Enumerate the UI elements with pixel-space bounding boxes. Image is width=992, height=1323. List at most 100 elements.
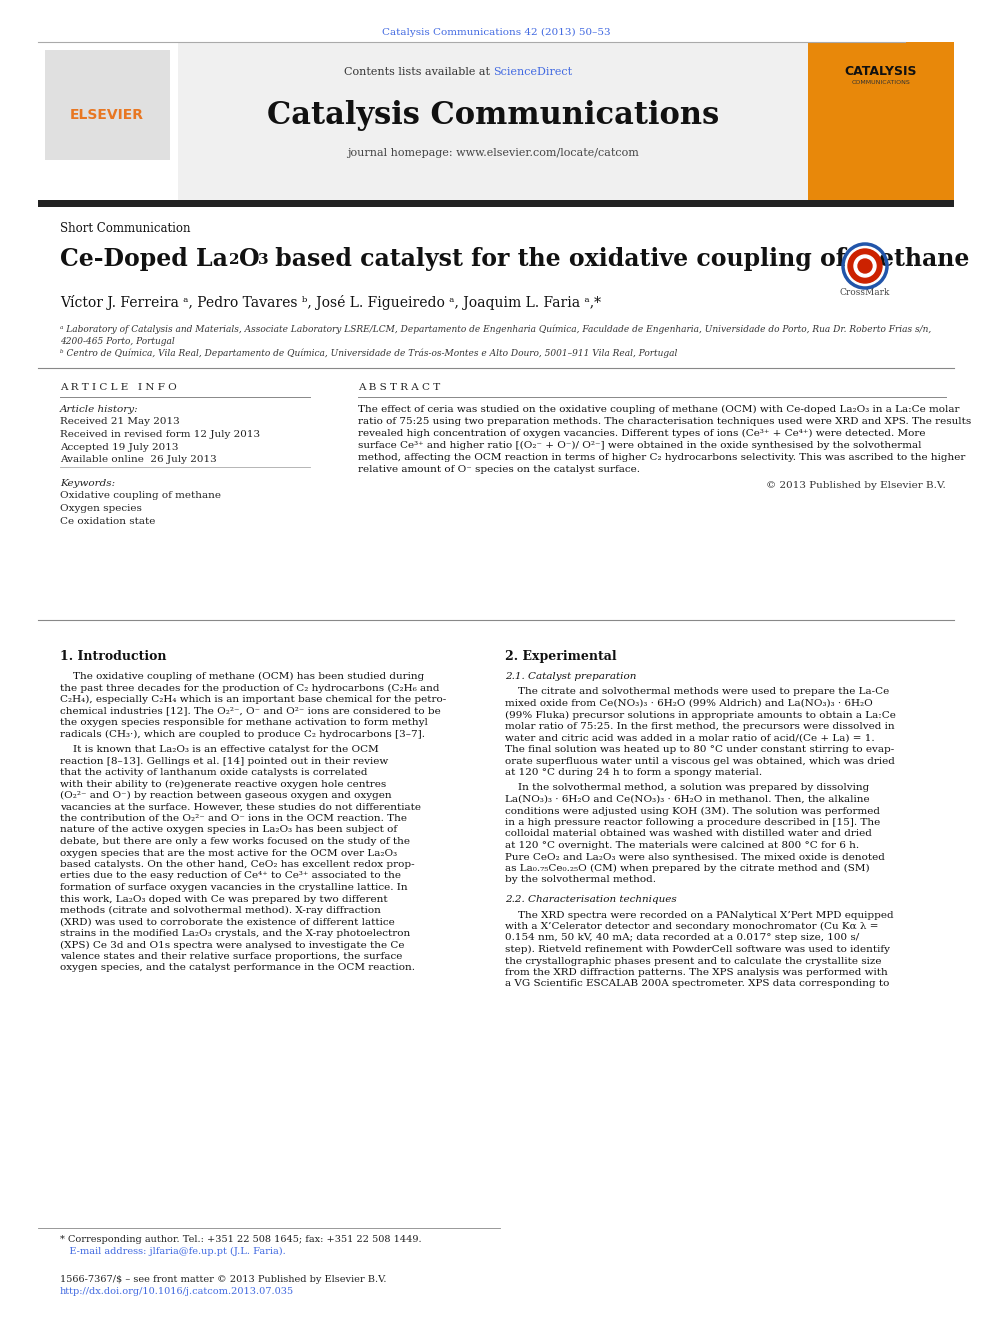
Circle shape: [848, 249, 882, 283]
Text: Víctor J. Ferreira ᵃ, Pedro Tavares ᵇ, José L. Figueiredo ᵃ, Joaquim L. Faria ᵃ,: Víctor J. Ferreira ᵃ, Pedro Tavares ᵇ, J…: [60, 295, 601, 310]
Text: relative amount of O⁻ species on the catalyst surface.: relative amount of O⁻ species on the cat…: [358, 464, 640, 474]
Text: based catalysts. On the other hand, CeO₂ has excellent redox prop-: based catalysts. On the other hand, CeO₂…: [60, 860, 415, 869]
Text: COMMUNICATIONS: COMMUNICATIONS: [851, 79, 911, 85]
Text: The citrate and solvothermal methods were used to prepare the La-Ce: The citrate and solvothermal methods wer…: [505, 688, 889, 696]
Text: journal homepage: www.elsevier.com/locate/catcom: journal homepage: www.elsevier.com/locat…: [347, 148, 639, 157]
Text: ᵇ Centro de Química, Vila Real, Departamento de Química, Universidade de Trás-os: ᵇ Centro de Química, Vila Real, Departam…: [60, 349, 678, 359]
Text: the crystallographic phases present and to calculate the crystallite size: the crystallographic phases present and …: [505, 957, 882, 966]
Text: A R T I C L E   I N F O: A R T I C L E I N F O: [60, 382, 177, 392]
Text: molar ratio of 75:25. In the first method, the precursors were dissolved in: molar ratio of 75:25. In the first metho…: [505, 722, 895, 732]
Text: In the solvothermal method, a solution was prepared by dissolving: In the solvothermal method, a solution w…: [505, 783, 869, 792]
Text: Ce-Doped La: Ce-Doped La: [60, 247, 228, 271]
Text: Accepted 19 July 2013: Accepted 19 July 2013: [60, 442, 179, 451]
Text: with a X’Celerator detector and secondary monochromator (Cu Kα λ =: with a X’Celerator detector and secondar…: [505, 922, 879, 931]
Text: step). Rietveld refinement with PowderCell software was used to identify: step). Rietveld refinement with PowderCe…: [505, 945, 890, 954]
Text: conditions were adjusted using KOH (3M). The solution was performed: conditions were adjusted using KOH (3M).…: [505, 807, 880, 815]
Text: this work, La₂O₃ doped with Ce was prepared by two different: this work, La₂O₃ doped with Ce was prepa…: [60, 894, 388, 904]
Text: 0.154 nm, 50 kV, 40 mA; data recorded at a 0.017° step size, 100 s/: 0.154 nm, 50 kV, 40 mA; data recorded at…: [505, 934, 859, 942]
Text: Pure CeO₂ and La₂O₃ were also synthesised. The mixed oxide is denoted: Pure CeO₂ and La₂O₃ were also synthesise…: [505, 852, 885, 861]
Text: http://dx.doi.org/10.1016/j.catcom.2013.07.035: http://dx.doi.org/10.1016/j.catcom.2013.…: [60, 1287, 294, 1297]
Text: The effect of ceria was studied on the oxidative coupling of methane (OCM) with : The effect of ceria was studied on the o…: [358, 405, 959, 414]
Text: reaction [8–13]. Gellings et al. [14] pointed out in their review: reaction [8–13]. Gellings et al. [14] po…: [60, 757, 388, 766]
Text: orate superfluous water until a viscous gel was obtained, which was dried: orate superfluous water until a viscous …: [505, 757, 895, 766]
Text: oxygen species, and the catalyst performance in the OCM reaction.: oxygen species, and the catalyst perform…: [60, 963, 415, 972]
Text: water and citric acid was added in a molar ratio of acid/(Ce + La) = 1.: water and citric acid was added in a mol…: [505, 733, 875, 742]
Text: La(NO₃)₃ · 6H₂O and Ce(NO₃)₃ · 6H₂O in methanol. Then, the alkaline: La(NO₃)₃ · 6H₂O and Ce(NO₃)₃ · 6H₂O in m…: [505, 795, 870, 804]
Text: Received in revised form 12 July 2013: Received in revised form 12 July 2013: [60, 430, 260, 439]
Text: It is known that La₂O₃ is an effective catalyst for the OCM: It is known that La₂O₃ is an effective c…: [60, 745, 379, 754]
Text: at 120 °C overnight. The materials were calcined at 800 °C for 6 h.: at 120 °C overnight. The materials were …: [505, 841, 859, 849]
Text: (O₂²⁻ and O⁻) by reaction between gaseous oxygen and oxygen: (O₂²⁻ and O⁻) by reaction between gaseou…: [60, 791, 392, 800]
Text: Catalysis Communications: Catalysis Communications: [267, 101, 719, 131]
Bar: [808, 42, 954, 200]
Bar: [38, 42, 178, 200]
Text: oxygen species that are the most active for the OCM over La₂O₃: oxygen species that are the most active …: [60, 848, 397, 857]
Text: Keywords:: Keywords:: [60, 479, 115, 488]
Text: 2. Experimental: 2. Experimental: [505, 650, 617, 663]
Text: the past three decades for the production of C₂ hydrocarbons (C₂H₆ and: the past three decades for the productio…: [60, 684, 439, 693]
Text: revealed high concentration of oxygen vacancies. Different types of ions (Ce³⁺ +: revealed high concentration of oxygen va…: [358, 429, 926, 438]
Text: (99% Fluka) precursor solutions in appropriate amounts to obtain a La:Ce: (99% Fluka) precursor solutions in appro…: [505, 710, 896, 720]
Text: E-mail address: jlfaria@fe.up.pt (J.L. Faria).: E-mail address: jlfaria@fe.up.pt (J.L. F…: [60, 1248, 286, 1256]
Bar: [178, 42, 808, 200]
Text: 2.1. Catalyst preparation: 2.1. Catalyst preparation: [505, 672, 637, 681]
Text: Contents lists available at: Contents lists available at: [343, 67, 493, 77]
Text: from the XRD diffraction patterns. The XPS analysis was performed with: from the XRD diffraction patterns. The X…: [505, 968, 888, 976]
Text: * Corresponding author. Tel.: +351 22 508 1645; fax: +351 22 508 1449.: * Corresponding author. Tel.: +351 22 50…: [60, 1234, 422, 1244]
Text: 3: 3: [258, 253, 269, 267]
Text: ELSEVIER: ELSEVIER: [70, 108, 144, 122]
Text: The XRD spectra were recorded on a PANalytical X’Pert MPD equipped: The XRD spectra were recorded on a PANal…: [505, 910, 894, 919]
Text: erties due to the easy reduction of Ce⁴⁺ to Ce³⁺ associated to the: erties due to the easy reduction of Ce⁴⁺…: [60, 872, 401, 881]
Text: © 2013 Published by Elsevier B.V.: © 2013 Published by Elsevier B.V.: [766, 482, 946, 490]
Text: A B S T R A C T: A B S T R A C T: [358, 382, 440, 392]
Text: nature of the active oxygen species in La₂O₃ has been subject of: nature of the active oxygen species in L…: [60, 826, 397, 835]
Text: based catalyst for the oxidative coupling of methane: based catalyst for the oxidative couplin…: [267, 247, 969, 271]
Text: 1. Introduction: 1. Introduction: [60, 650, 167, 663]
Text: at 120 °C during 24 h to form a spongy material.: at 120 °C during 24 h to form a spongy m…: [505, 767, 762, 777]
Text: (XPS) Ce 3d and O1s spectra were analysed to investigate the Ce: (XPS) Ce 3d and O1s spectra were analyse…: [60, 941, 405, 950]
Text: by the solvothermal method.: by the solvothermal method.: [505, 876, 656, 885]
Text: CATALYSIS: CATALYSIS: [845, 65, 918, 78]
Text: methods (citrate and solvothermal method). X-ray diffraction: methods (citrate and solvothermal method…: [60, 906, 381, 916]
Text: 2.2. Characterisation techniques: 2.2. Characterisation techniques: [505, 894, 677, 904]
Text: the contribution of the O₂²⁻ and O⁻ ions in the OCM reaction. The: the contribution of the O₂²⁻ and O⁻ ions…: [60, 814, 407, 823]
Text: with their ability to (re)generate reactive oxygen hole centres: with their ability to (re)generate react…: [60, 779, 386, 789]
Circle shape: [858, 259, 872, 273]
Text: Short Communication: Short Communication: [60, 222, 190, 235]
Circle shape: [854, 255, 876, 277]
Text: O: O: [239, 247, 260, 271]
Text: vacancies at the surface. However, these studies do not differentiate: vacancies at the surface. However, these…: [60, 803, 421, 811]
Text: debate, but there are only a few works focused on the study of the: debate, but there are only a few works f…: [60, 837, 410, 845]
Text: Available online  26 July 2013: Available online 26 July 2013: [60, 455, 216, 464]
Text: the oxygen species responsible for methane activation to form methyl: the oxygen species responsible for metha…: [60, 718, 428, 728]
Text: radicals (CH₃·), which are coupled to produce C₂ hydrocarbons [3–7].: radicals (CH₃·), which are coupled to pr…: [60, 729, 425, 738]
Text: valence states and their relative surface proportions, the surface: valence states and their relative surfac…: [60, 953, 403, 960]
Text: Ce oxidation state: Ce oxidation state: [60, 516, 156, 525]
Text: 1566-7367/$ – see front matter © 2013 Published by Elsevier B.V.: 1566-7367/$ – see front matter © 2013 Pu…: [60, 1275, 387, 1285]
Text: ScienceDirect: ScienceDirect: [493, 67, 572, 77]
Text: chemical industries [12]. The O₂²⁻, O⁻ and O²⁻ ions are considered to be: chemical industries [12]. The O₂²⁻, O⁻ a…: [60, 706, 440, 716]
Text: 4200-465 Porto, Portugal: 4200-465 Porto, Portugal: [60, 337, 175, 347]
Text: ratio of 75:25 using two preparation methods. The characterisation techniques us: ratio of 75:25 using two preparation met…: [358, 417, 971, 426]
Text: Catalysis Communications 42 (2013) 50–53: Catalysis Communications 42 (2013) 50–53: [382, 28, 610, 37]
Text: C₂H₄), especially C₂H₄ which is an important base chemical for the petro-: C₂H₄), especially C₂H₄ which is an impor…: [60, 695, 446, 704]
Text: formation of surface oxygen vacancies in the crystalline lattice. In: formation of surface oxygen vacancies in…: [60, 882, 408, 892]
Text: surface Ce³⁺ and higher ratio [(O₂⁻ + O⁻)/ O²⁻] were obtained in the oxide synth: surface Ce³⁺ and higher ratio [(O₂⁻ + O⁻…: [358, 441, 922, 450]
Text: Received 21 May 2013: Received 21 May 2013: [60, 418, 180, 426]
Text: colloidal material obtained was washed with distilled water and dried: colloidal material obtained was washed w…: [505, 830, 872, 839]
Bar: [45, 50, 170, 160]
Text: in a high pressure reactor following a procedure described in [15]. The: in a high pressure reactor following a p…: [505, 818, 880, 827]
Text: mixed oxide from Ce(NO₃)₃ · 6H₂O (99% Aldrich) and La(NO₃)₃ · 6H₂O: mixed oxide from Ce(NO₃)₃ · 6H₂O (99% Al…: [505, 699, 873, 708]
Text: Oxidative coupling of methane: Oxidative coupling of methane: [60, 492, 221, 500]
Text: Oxygen species: Oxygen species: [60, 504, 142, 513]
Text: 2: 2: [229, 253, 239, 267]
Text: method, affecting the OCM reaction in terms of higher C₂ hydrocarbons selectivit: method, affecting the OCM reaction in te…: [358, 452, 965, 462]
Text: The final solution was heated up to 80 °C under constant stirring to evap-: The final solution was heated up to 80 °…: [505, 745, 894, 754]
Text: that the activity of lanthanum oxide catalysts is correlated: that the activity of lanthanum oxide cat…: [60, 767, 367, 777]
Text: Article history:: Article history:: [60, 405, 139, 414]
Text: The oxidative coupling of methane (OCM) has been studied during: The oxidative coupling of methane (OCM) …: [60, 672, 425, 681]
Bar: [38, 200, 954, 206]
Text: ᵃ Laboratory of Catalysis and Materials, Associate Laboratory LSRE/LCM, Departam: ᵃ Laboratory of Catalysis and Materials,…: [60, 324, 931, 333]
Text: as La₀.₇₅Ce₀.₂₅O (CM) when prepared by the citrate method and (SM): as La₀.₇₅Ce₀.₂₅O (CM) when prepared by t…: [505, 864, 870, 873]
Text: strains in the modified La₂O₃ crystals, and the X-ray photoelectron: strains in the modified La₂O₃ crystals, …: [60, 929, 411, 938]
